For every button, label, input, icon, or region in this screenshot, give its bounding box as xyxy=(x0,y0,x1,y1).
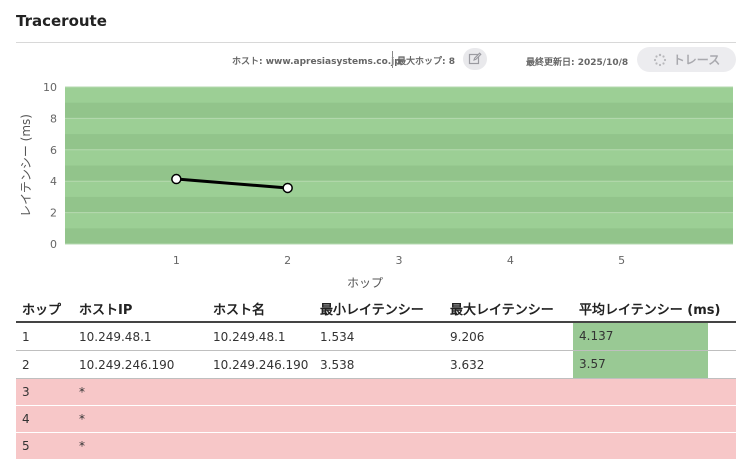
cell-avg: 4.137 xyxy=(573,322,736,351)
x-tick-label: 4 xyxy=(507,254,514,267)
cell-ip: 10.249.48.1 xyxy=(73,322,207,351)
column-header-host-name[interactable]: ホスト名 xyxy=(207,296,314,323)
cell-ip: * xyxy=(73,378,207,406)
spinner-icon xyxy=(653,53,666,66)
y-axis-label: レイテンシー (ms) xyxy=(19,114,33,217)
table-row-timeout: 5 * xyxy=(16,432,736,460)
x-tick-label: 3 xyxy=(396,254,403,267)
y-tick-label: 4 xyxy=(50,175,57,188)
page-title: Traceroute xyxy=(16,12,107,30)
cell-min xyxy=(314,405,444,433)
cell-hop: 5 xyxy=(16,432,73,460)
title-divider xyxy=(16,42,736,43)
series-line xyxy=(176,177,288,190)
table-row-timeout: 4 * xyxy=(16,405,736,433)
cell-avg xyxy=(573,432,736,460)
cell-hop: 2 xyxy=(16,350,73,379)
x-tick-label: 5 xyxy=(618,254,625,267)
avg-latency-value: 3.57 xyxy=(573,351,708,378)
x-axis-ticks: 1 2 3 4 5 xyxy=(173,254,625,267)
y-tick-label: 6 xyxy=(50,144,57,157)
plot-area xyxy=(65,86,733,245)
cell-min: 3.538 xyxy=(314,350,444,379)
x-tick-label: 2 xyxy=(284,254,291,267)
cell-avg xyxy=(573,378,736,406)
table-row-timeout: 3 * xyxy=(16,378,736,406)
cell-max: 9.206 xyxy=(444,322,573,351)
plot-band xyxy=(65,149,733,166)
avg-latency-value: 4.137 xyxy=(573,323,708,350)
data-point xyxy=(282,182,293,194)
column-header-max-latency[interactable]: 最大レイテンシー xyxy=(444,296,573,323)
plot-band xyxy=(65,87,733,103)
cell-hop: 4 xyxy=(16,405,73,433)
cell-min xyxy=(314,378,444,406)
cell-max xyxy=(444,378,573,406)
cell-ip: 10.249.246.190 xyxy=(73,350,207,379)
edit-icon xyxy=(468,52,482,65)
cell-avg: 3.57 xyxy=(573,350,736,379)
plot-band xyxy=(65,118,733,135)
trace-button-label: トレース xyxy=(672,53,721,67)
last-updated-label: 最終更新日: 2025/10/8 xyxy=(526,58,629,68)
trace-button[interactable]: トレース xyxy=(637,47,736,72)
y-axis-ticks: 0 2 4 6 8 10 xyxy=(43,81,57,251)
x-tick-label: 1 xyxy=(173,254,180,267)
cell-host xyxy=(207,378,314,406)
cell-avg xyxy=(573,405,736,433)
plot-band xyxy=(65,212,733,229)
host-label: ホスト: www.apresiasystems.co.jp xyxy=(232,57,401,67)
plot-band xyxy=(65,181,733,197)
edit-settings-button[interactable] xyxy=(463,48,487,70)
cell-max xyxy=(444,405,573,433)
y-tick-label: 2 xyxy=(50,207,57,220)
column-header-min-latency[interactable]: 最小レイテンシー xyxy=(314,296,444,323)
cell-hop: 1 xyxy=(16,322,73,351)
y-tick-label: 8 xyxy=(50,112,57,125)
hops-table: ホップ ホストIP ホスト名 最小レイテンシー 最大レイテンシー 平均レイテンシ… xyxy=(16,296,736,460)
cell-ip: * xyxy=(73,405,207,433)
cell-min xyxy=(314,432,444,460)
table-row: 2 10.249.246.190 10.249.246.190 3.538 3.… xyxy=(16,350,736,379)
cell-host: 10.249.48.1 xyxy=(207,322,314,351)
table-header-row: ホップ ホストIP ホスト名 最小レイテンシー 最大レイテンシー 平均レイテンシ… xyxy=(16,296,736,323)
y-tick-label: 0 xyxy=(50,238,57,251)
toolbar-separator xyxy=(392,51,393,68)
cell-host xyxy=(207,405,314,433)
column-header-avg-latency[interactable]: 平均レイテンシー (ms) xyxy=(573,296,736,323)
y-tick-label: 10 xyxy=(43,81,57,94)
cell-min: 1.534 xyxy=(314,322,444,351)
cell-max xyxy=(444,432,573,460)
cell-hop: 3 xyxy=(16,378,73,406)
column-header-host-ip[interactable]: ホストIP xyxy=(73,296,207,323)
latency-series xyxy=(171,173,293,194)
cell-host: 10.249.246.190 xyxy=(207,350,314,379)
cell-host xyxy=(207,432,314,460)
cell-ip: * xyxy=(73,432,207,460)
max-hops-label: 最大ホップ: 8 xyxy=(397,57,455,67)
x-axis-label: ホップ xyxy=(347,276,383,290)
cell-max: 3.632 xyxy=(444,350,573,379)
column-header-hop[interactable]: ホップ xyxy=(16,296,73,323)
data-point xyxy=(171,173,182,185)
table-row: 1 10.249.48.1 10.249.48.1 1.534 9.206 4.… xyxy=(16,322,736,351)
